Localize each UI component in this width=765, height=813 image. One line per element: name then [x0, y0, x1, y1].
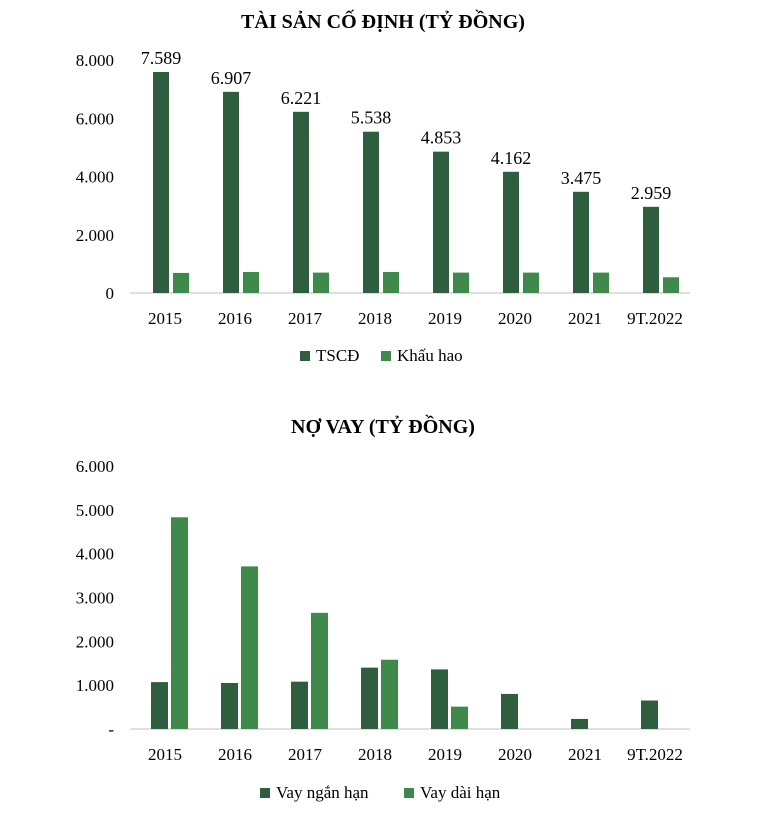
legend-swatch-vay-dai-han [404, 788, 414, 798]
x-tick-label: 2017 [288, 309, 323, 328]
y-tick-label: - [108, 720, 114, 739]
y-tick-label: 2.000 [76, 632, 114, 651]
x-tick-label: 2019 [428, 745, 462, 764]
x-tick-label: 2016 [218, 745, 252, 764]
legend-swatch-vay-ngan-han [260, 788, 270, 798]
x-tick-label: 2018 [358, 309, 392, 328]
bar-khấu-hao-2016 [243, 272, 259, 293]
x-axis-ticks: 2015 2016 2017 2018 2019 2020 2021 9T.2022 [148, 745, 683, 764]
x-tick-label: 2015 [148, 309, 182, 328]
x-tick-label: 2020 [498, 309, 532, 328]
y-tick-label: 6.000 [76, 457, 114, 476]
bar-khấu-hao-2019 [453, 272, 469, 293]
bar-vay-ngắn-hạn-2017 [291, 681, 308, 729]
x-axis-ticks: 2015 2016 2017 2018 2019 2020 2021 9T.2022 [148, 309, 683, 328]
x-tick-label: 2016 [218, 309, 252, 328]
legend-swatch-tscd [300, 351, 310, 361]
bar-khấu-hao-2018 [383, 272, 399, 293]
bar-vay-ngắn-hạn-2016 [221, 682, 238, 729]
value-labels: 7.589 6.907 6.221 5.538 4.853 4.162 3.475 2.959 [141, 48, 672, 203]
bar-tscđ-2017 [293, 111, 309, 293]
legend: TSCĐ Khấu hao [300, 346, 463, 365]
y-axis-ticks: - 1.000 2.000 3.000 4.000 5.000 6.000 [76, 457, 115, 739]
bar-vay-ngắn-hạn-2018 [361, 667, 378, 729]
bar-khấu-hao-2015 [173, 272, 189, 293]
x-tick-label: 2021 [568, 745, 602, 764]
x-tick-label: 9T.2022 [627, 309, 683, 328]
y-tick-label: 4.000 [76, 168, 114, 187]
bar-vay-ngắn-hạn-9t.2022 [641, 700, 658, 729]
x-tick-label: 2015 [148, 745, 182, 764]
bar-vay-ngắn-hạn-2019 [431, 669, 448, 729]
x-tick-label: 2017 [288, 745, 323, 764]
data-label: 3.475 [561, 168, 602, 188]
data-label: 6.907 [211, 68, 252, 88]
debt-chart: NỢ VAY (TỶ ĐỒNG) - 1.000 2.000 3.000 4.000 5.… [76, 414, 690, 802]
bar-khấu-hao-2020 [523, 272, 539, 293]
data-label: 4.162 [491, 148, 532, 168]
data-label: 7.589 [141, 48, 182, 68]
bar-vay-dài-hạn-2017 [311, 612, 328, 729]
chart-title: NỢ VAY (TỶ ĐỒNG) [291, 414, 475, 438]
bar-vay-ngắn-hạn-2015 [151, 682, 168, 729]
y-tick-label: 0 [106, 284, 115, 303]
bar-vay-ngắn-hạn-2021 [571, 718, 588, 729]
data-label: 4.853 [421, 128, 462, 148]
y-tick-label: 1.000 [76, 676, 114, 695]
y-tick-label: 4.000 [76, 545, 114, 564]
bar-khấu-hao-2021 [593, 272, 609, 293]
legend-label-vay-dai-han: Vay dài hạn [420, 783, 501, 802]
bar-tscđ-2018 [363, 131, 379, 293]
y-tick-label: 5.000 [76, 501, 114, 520]
bar-khấu-hao-9t.2022 [663, 277, 679, 293]
bar-vay-dài-hạn-2019 [451, 706, 468, 729]
chart-title: TÀI SẢN CỐ ĐỊNH (TỶ ĐỒNG) [241, 9, 525, 33]
y-axis-ticks: 0 2.000 4.000 6.000 8.000 [76, 51, 114, 303]
bar-tscđ-9t.2022 [643, 206, 659, 293]
bar-tscđ-2019 [433, 151, 449, 293]
bar-tscđ-2021 [573, 191, 589, 293]
legend-label-khau-hao: Khấu hao [397, 346, 463, 365]
y-tick-label: 6.000 [76, 109, 114, 128]
bar-tscđ-2016 [223, 91, 239, 294]
legend-swatch-khau-hao [381, 351, 391, 361]
x-tick-label: 2020 [498, 745, 532, 764]
bars [151, 517, 658, 729]
bar-vay-dài-hạn-2015 [171, 517, 188, 729]
bars [153, 71, 679, 294]
x-tick-label: 2021 [568, 309, 602, 328]
y-tick-label: 3.000 [76, 589, 114, 608]
x-tick-label: 2019 [428, 309, 462, 328]
bar-vay-dài-hạn-2016 [241, 566, 258, 729]
data-label: 6.221 [281, 88, 322, 108]
x-tick-label: 2018 [358, 745, 392, 764]
data-label: 2.959 [631, 183, 672, 203]
y-tick-label: 2.000 [76, 226, 114, 245]
y-tick-label: 8.000 [76, 51, 114, 70]
data-label: 5.538 [351, 108, 392, 128]
bar-vay-dài-hạn-2018 [381, 659, 398, 729]
fixed-assets-chart: TÀI SẢN CỐ ĐỊNH (TỶ ĐỒNG) 0 2.000 4.000 6.0… [76, 9, 690, 365]
legend: Vay ngắn hạn Vay dài hạn [260, 783, 501, 802]
bar-tscđ-2015 [153, 71, 169, 294]
bar-khấu-hao-2017 [313, 272, 329, 293]
x-tick-label: 9T.2022 [627, 745, 683, 764]
bar-tscđ-2020 [503, 171, 519, 293]
legend-label-vay-ngan-han: Vay ngắn hạn [276, 783, 369, 802]
legend-label-tscd: TSCĐ [316, 346, 359, 365]
bar-vay-ngắn-hạn-2020 [501, 693, 518, 729]
